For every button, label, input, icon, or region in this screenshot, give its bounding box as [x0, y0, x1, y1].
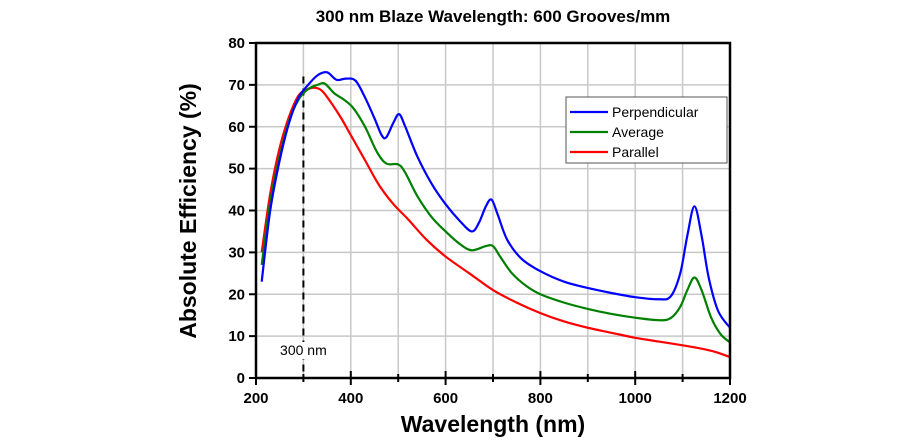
- x-tick-label: 400: [338, 390, 363, 407]
- y-tick-label: 20: [228, 286, 245, 303]
- y-tick-label: 70: [228, 77, 245, 94]
- series-line-perpendicular: [260, 71, 731, 329]
- annotation-layer: 300 nm: [273, 76, 334, 378]
- y-axis-label: Absolute Efficiency (%): [175, 83, 201, 339]
- x-tick-label: 800: [528, 390, 553, 407]
- legend-label-parallel: Parallel: [612, 144, 659, 160]
- y-tick-label: 50: [228, 161, 245, 178]
- x-tick-label: 200: [243, 390, 268, 407]
- blaze-wavelength-label: 300 nm: [280, 342, 327, 358]
- legend: Perpendicular Average Parallel: [565, 96, 728, 164]
- y-tick-label: 10: [228, 328, 245, 345]
- y-tick-label: 60: [228, 119, 245, 136]
- chart-title: 300 nm Blaze Wavelength: 600 Grooves/mm: [316, 7, 671, 26]
- y-tick-label: 0: [237, 370, 245, 387]
- x-tick-label: 1200: [713, 390, 746, 407]
- series-layer: [260, 71, 731, 359]
- legend-label-average: Average: [612, 124, 664, 140]
- grid: [256, 43, 730, 378]
- series-line-average: [260, 82, 731, 344]
- x-tick-label: 600: [433, 390, 458, 407]
- tick-labels: 0 10 20 30 40 50 60 70 80 200 400 600 800 1000 1200: [228, 35, 746, 407]
- y-tick-label: 30: [228, 244, 245, 261]
- x-tick-label: 1000: [619, 390, 652, 407]
- axes: [249, 41, 732, 385]
- blaze-label-background: [273, 341, 334, 359]
- legend-label-perpendicular: Perpendicular: [612, 104, 699, 120]
- y-tick-label: 40: [228, 203, 245, 220]
- y-tick-label: 80: [228, 35, 245, 52]
- x-axis-label: Wavelength (nm): [401, 411, 585, 437]
